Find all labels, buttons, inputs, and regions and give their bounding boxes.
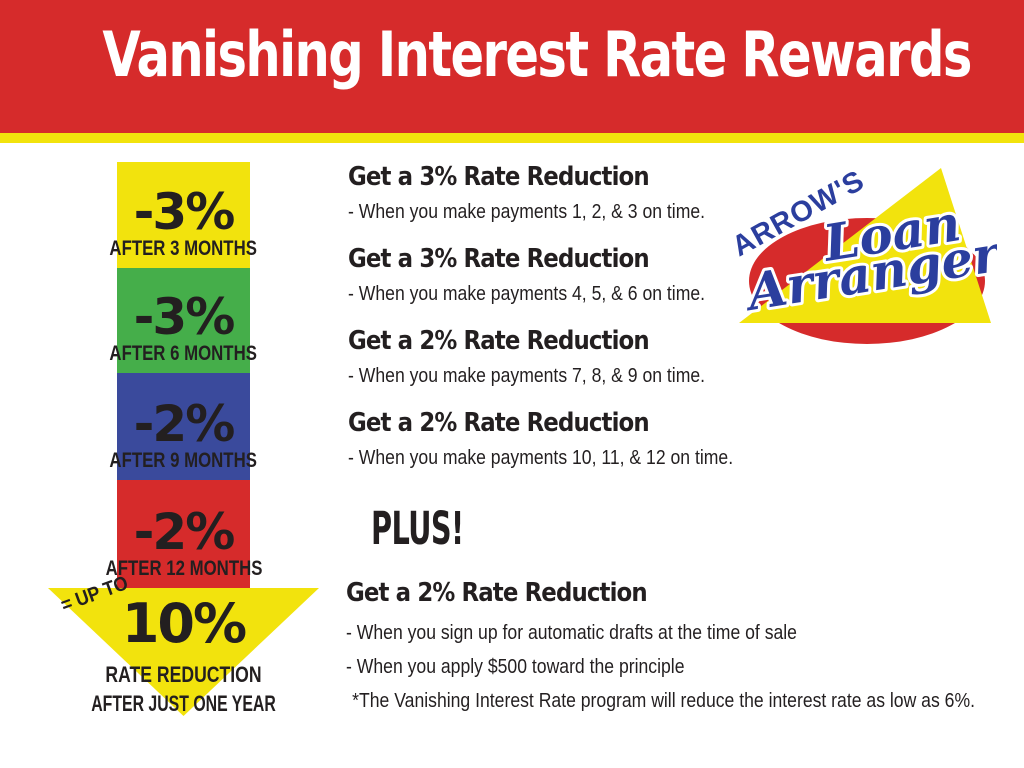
reward-title: Get a 3% Rate Reduction (348, 244, 650, 274)
reward-row: Get a 2% Rate Reduction - When you make … (348, 325, 1008, 391)
reward-title: Get a 3% Rate Reduction (348, 162, 650, 192)
rate-value: -2% (133, 503, 236, 561)
total-rate-value: 10% (121, 592, 247, 655)
bonus-detail: - When you apply $500 toward the princip… (346, 656, 685, 678)
rate-segment-9-months: -2% AFTER 9 MONTHS (110, 373, 257, 480)
rate-value: -3% (133, 288, 236, 346)
loan-arranger-logo: ARROW'S Loan Arranger (727, 164, 997, 344)
reward-row: Get a 3% Rate Reduction - When you make … (348, 243, 1008, 309)
logo-yellow-arrow-icon (739, 168, 991, 323)
plus-label: PLUS! (371, 502, 464, 555)
rate-value: -3% (133, 183, 236, 241)
rate-segment-3-months: -3% AFTER 3 MONTHS (110, 162, 257, 268)
reward-row: Get a 3% Rate Reduction - When you make … (348, 161, 1008, 227)
reward-row: Get a 2% Rate Reduction - When you make … (348, 407, 1008, 473)
rate-reduction-label: RATE REDUCTION (105, 662, 262, 687)
rate-value: -2% (133, 395, 236, 453)
rate-period-label: AFTER 9 MONTHS (109, 449, 258, 472)
bonus-title: Get a 2% Rate Reduction (346, 578, 648, 608)
after-one-year-label: AFTER JUST ONE YEAR (91, 691, 276, 716)
poster-title: Vanishing Interest Rate Rewards (102, 18, 972, 91)
reward-title: Get a 2% Rate Reduction (348, 408, 650, 438)
rate-period-label: AFTER 12 MONTHS (105, 557, 262, 580)
rate-segment-12-months: -2% AFTER 12 MONTHS (105, 480, 262, 588)
rate-period-label: AFTER 3 MONTHS (109, 237, 258, 260)
rate-segment-6-months: -3% AFTER 6 MONTHS (110, 268, 257, 373)
reward-title: Get a 2% Rate Reduction (348, 326, 650, 356)
rate-period-label: AFTER 6 MONTHS (109, 342, 258, 365)
bonus-reward-block: Get a 2% Rate Reduction - When you sign … (346, 577, 1016, 718)
reward-detail: - When you make payments 1, 2, & 3 on ti… (348, 201, 706, 223)
header-banner: Vanishing Interest Rate Rewards (0, 0, 1024, 133)
bonus-detail: - When you sign up for automatic drafts … (346, 622, 797, 644)
reward-detail: - When you make payments 10, 11, & 12 on… (348, 447, 734, 469)
rate-arrow-diagram: -3% AFTER 3 MONTHS -3% AFTER 6 MONTHS -2… (105, 162, 262, 588)
reward-detail: - When you make payments 7, 8, & 9 on ti… (348, 365, 706, 387)
reward-detail: - When you make payments 4, 5, & 6 on ti… (348, 283, 706, 305)
yellow-accent-stripe (0, 133, 1024, 143)
bonus-disclaimer: *The Vanishing Interest Rate program wil… (352, 690, 975, 712)
